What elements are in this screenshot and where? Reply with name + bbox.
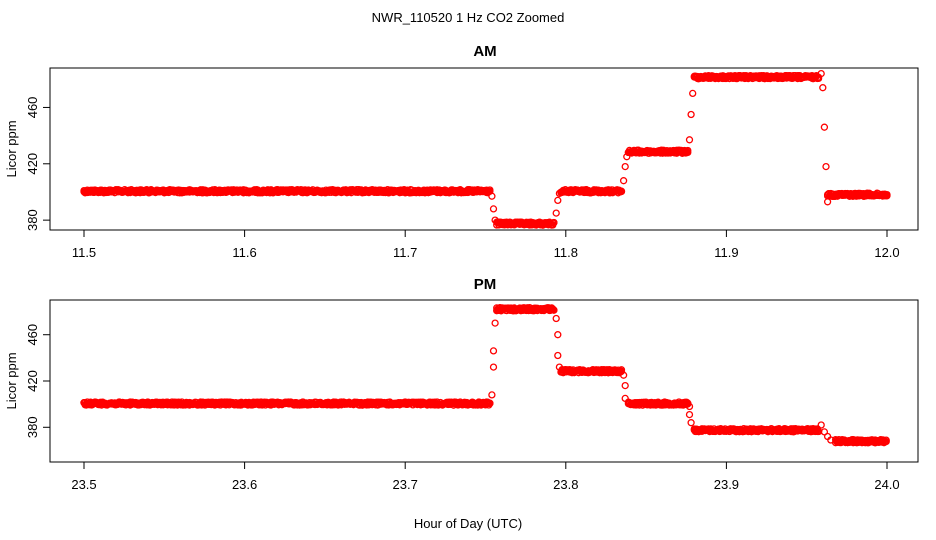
figure-title: NWR_110520 1 Hz CO2 Zoomed [372, 10, 565, 25]
am-data-point [619, 177, 628, 185]
am-data-point [823, 198, 832, 206]
pm-data-point [491, 319, 499, 327]
am-x-axis: 11.5 11.6 11.7 11.8 11.9 12.0 [72, 230, 900, 260]
am-data-point [819, 84, 827, 92]
pm-x-tick-label: 24.0 [874, 477, 899, 492]
pm-plot-frame [49, 299, 919, 463]
am-y-tick-label: 420 [25, 153, 40, 175]
am-panel: AM 11.5 11.6 11.7 11.8 11.9 12.0 380 420 460 Li… [4, 43, 919, 260]
am-data-point [689, 89, 697, 98]
pm-data-point [555, 363, 564, 371]
am-data-point [883, 190, 891, 199]
pm-x-tick-label: 23.9 [714, 477, 739, 492]
am-data-point [820, 123, 829, 131]
am-data-point [555, 189, 564, 198]
pm-y-tick-label: 460 [25, 324, 40, 346]
pm-data-point [549, 305, 557, 313]
am-panel-title: AM [473, 43, 496, 60]
pm-y-axis: 380 420 460 [25, 324, 50, 438]
pm-panel-title: PM [474, 276, 497, 293]
pm-data-point [685, 402, 694, 411]
pm-data-point [550, 306, 558, 314]
pm-data-point [817, 421, 825, 429]
pm-data-point [621, 394, 629, 403]
am-data-point [623, 153, 631, 161]
pm-x-tick-label: 23.5 [71, 477, 96, 492]
pm-data-point [882, 437, 890, 446]
am-x-tick-label: 11.6 [232, 245, 256, 260]
am-data-point [488, 192, 496, 200]
am-data-point [817, 69, 825, 78]
am-x-tick-label: 12.0 [874, 245, 899, 260]
am-x-tick-label: 11.7 [393, 245, 417, 260]
pm-x-tick-label: 23.8 [553, 477, 578, 492]
pm-data-point [687, 419, 695, 427]
pm-panel: PM 23.5 23.6 23.7 23.8 23.9 24.0 380 420 460 Li… [4, 276, 919, 492]
pm-y-tick-label: 420 [25, 370, 40, 392]
pm-data-point [489, 347, 498, 355]
pm-y-tick-label: 380 [25, 416, 40, 438]
am-data-points [80, 69, 891, 229]
x-axis-label: Hour of Day (UTC) [414, 516, 522, 531]
pm-data-point [554, 331, 562, 339]
am-x-tick-label: 11.8 [554, 245, 578, 260]
am-x-tick-label: 11.9 [714, 245, 738, 260]
pm-data-point [552, 314, 560, 323]
am-data-point [617, 187, 626, 195]
am-x-tick-label: 11.5 [72, 245, 96, 260]
am-y-tick-label: 380 [25, 209, 40, 231]
am-data-point [684, 146, 692, 155]
pm-y-axis-label: Licor ppm [4, 352, 19, 409]
am-data-point [685, 136, 694, 144]
pm-data-points [80, 304, 890, 447]
pm-data-point [489, 363, 498, 371]
pm-data-point [554, 351, 562, 360]
am-plot-frame [49, 67, 919, 231]
pm-data-point [486, 399, 494, 407]
pm-data-point [685, 410, 694, 419]
am-data-point [552, 209, 560, 217]
pm-data-point [621, 381, 629, 390]
pm-x-tick-label: 23.6 [232, 477, 257, 492]
am-data-point [822, 162, 830, 171]
am-data-point [621, 162, 629, 171]
pm-x-tick-label: 23.7 [393, 477, 418, 492]
am-y-axis: 380 420 460 [25, 97, 50, 231]
am-data-point [489, 205, 498, 213]
pm-x-axis: 23.5 23.6 23.7 23.8 23.9 24.0 [71, 462, 900, 492]
pm-data-point [488, 391, 496, 399]
am-data-point [550, 218, 558, 227]
am-data-point [687, 110, 695, 119]
pm-data-point [619, 371, 628, 379]
am-data-point [554, 196, 562, 205]
am-data-point [491, 216, 499, 224]
am-y-tick-label: 460 [25, 97, 40, 119]
pm-data-point [827, 436, 835, 444]
am-y-axis-label: Licor ppm [4, 120, 19, 177]
